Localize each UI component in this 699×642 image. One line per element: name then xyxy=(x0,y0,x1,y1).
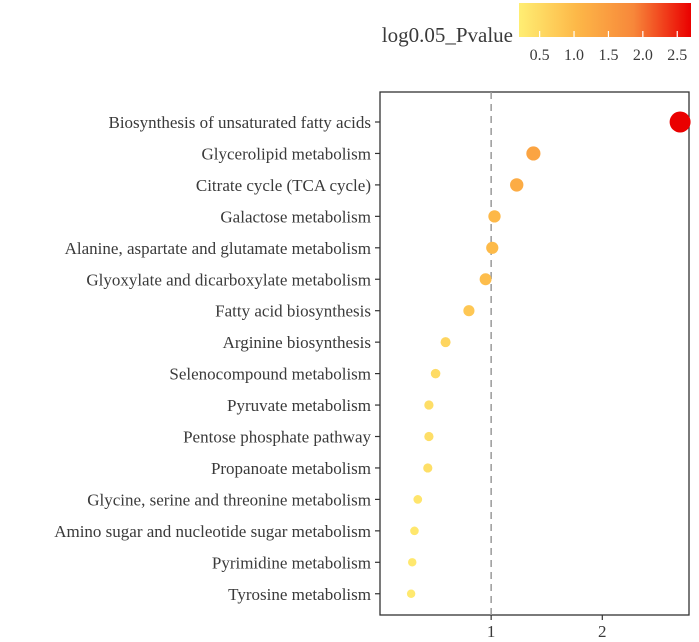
y-tick-label: Pentose phosphate pathway xyxy=(183,428,371,447)
y-tick-label: Glycine, serine and threonine metabolism xyxy=(87,490,371,509)
data-point xyxy=(510,178,524,192)
data-point xyxy=(410,526,419,536)
y-tick-label: Propanoate metabolism xyxy=(211,459,371,478)
legend-tick-label: 1.0 xyxy=(564,47,584,64)
data-point xyxy=(430,368,441,379)
x-tick-label: 1 xyxy=(487,622,496,641)
y-axis: Biosynthesis of unsaturated fatty acids G… xyxy=(54,113,380,604)
y-tick-label: Amino sugar and nucleotide sugar metabol… xyxy=(54,522,371,541)
y-tick-label: Biosynthesis of unsaturated fatty acids xyxy=(108,113,371,132)
legend-tick-label: 0.5 xyxy=(530,47,550,64)
data-point xyxy=(413,495,423,504)
data-point xyxy=(463,305,475,317)
legend-tick-label: 2.0 xyxy=(633,47,653,64)
y-tick-label: Glycerolipid metabolism xyxy=(202,144,372,163)
data-point xyxy=(669,111,691,133)
data-point xyxy=(479,273,492,286)
legend: log0.05_Pvalue 0.5 1.0 1.5 2.0 2.5 xyxy=(382,3,691,64)
y-tick-label: Fatty acid biosynthesis xyxy=(215,302,371,321)
y-tick-label: Arginine biosynthesis xyxy=(223,333,371,352)
y-tick-label: Citrate cycle (TCA cycle) xyxy=(196,176,371,195)
data-point xyxy=(424,431,434,442)
y-tick-label: Pyruvate metabolism xyxy=(227,396,371,415)
data-point xyxy=(486,241,499,254)
data-point xyxy=(424,400,434,410)
plot-panel xyxy=(379,91,690,616)
y-tick-label: Selenocompound metabolism xyxy=(169,365,371,384)
data-point xyxy=(488,210,501,223)
y-tick-label: Glyoxylate and dicarboxylate metabolism xyxy=(86,270,371,289)
y-tick-label: Galactose metabolism xyxy=(220,207,371,226)
data-points xyxy=(406,111,691,598)
legend-title: log0.05_Pvalue xyxy=(382,23,513,47)
y-tick-label: Pyrimidine metabolism xyxy=(212,553,371,572)
legend-tick-label: 2.5 xyxy=(667,47,687,64)
data-point xyxy=(440,337,451,348)
legend-colorbar xyxy=(519,3,691,37)
data-point xyxy=(526,146,541,161)
data-point xyxy=(406,589,416,598)
y-tick-label: Tyrosine metabolism xyxy=(228,585,371,604)
data-point xyxy=(408,558,417,567)
data-point xyxy=(423,463,433,473)
legend-tick-label: 1.5 xyxy=(598,47,618,64)
y-tick-label: Alanine, aspartate and glutamate metabol… xyxy=(65,239,371,258)
x-tick-label: 2 xyxy=(598,622,607,641)
